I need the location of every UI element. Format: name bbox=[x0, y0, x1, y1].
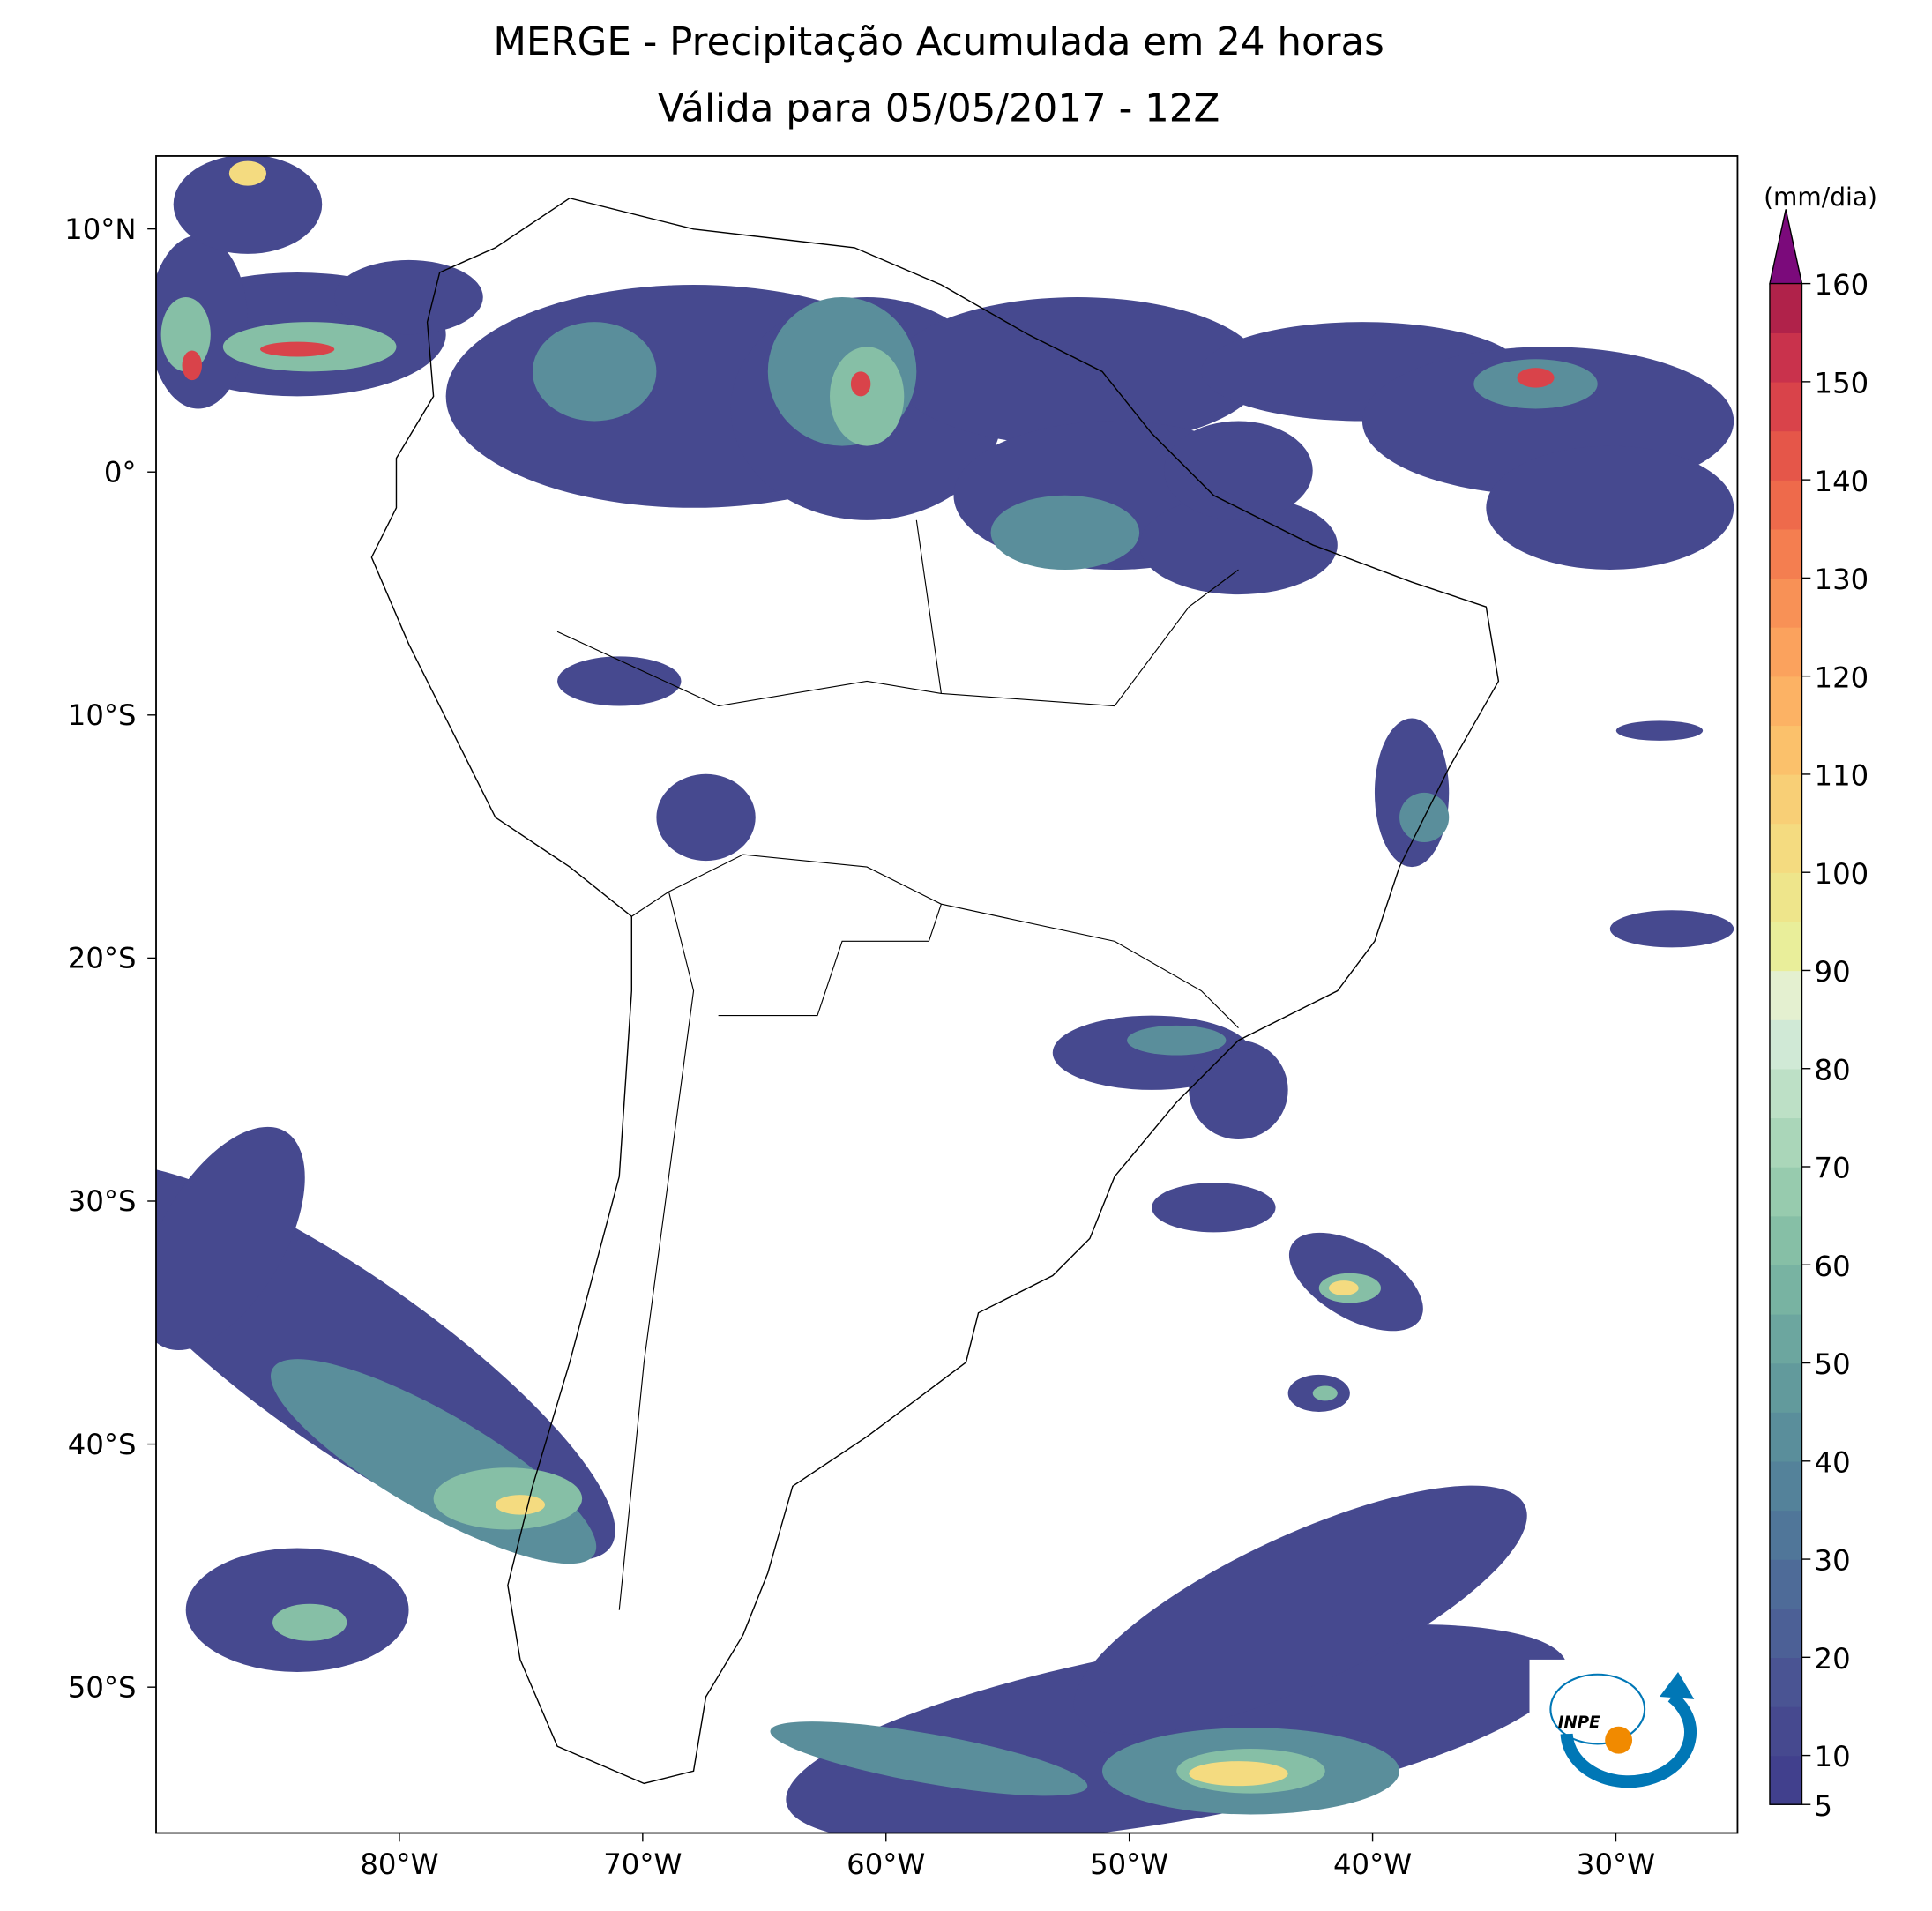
y-tick-label: 10°S bbox=[68, 698, 137, 732]
colorbar-tick-label: 160 bbox=[1815, 268, 1869, 302]
colorbar-label: (mm/dia) bbox=[1764, 183, 1877, 212]
colorbar-segment bbox=[1769, 528, 1802, 579]
colorbar-tick-label: 10 bbox=[1815, 1740, 1851, 1773]
colorbar-segment bbox=[1769, 283, 1802, 333]
colorbar-segment bbox=[1769, 1362, 1802, 1413]
logo: INPE bbox=[1529, 1659, 1722, 1811]
colorbar-segment bbox=[1769, 823, 1802, 873]
map-frame bbox=[155, 155, 1739, 1834]
colorbar-segment bbox=[1769, 1460, 1802, 1512]
x-tick-label: 40°W bbox=[1333, 1848, 1412, 1881]
coastline bbox=[370, 197, 1500, 1785]
colorbar-segment bbox=[1769, 1608, 1802, 1659]
colorbar-tick-label: 80 bbox=[1815, 1053, 1851, 1086]
chart-title: MERGE - Precipitação Acumulada em 24 hor… bbox=[493, 20, 1384, 64]
colorbar-extend bbox=[1769, 209, 1803, 285]
x-tick-label: 80°W bbox=[360, 1848, 438, 1881]
colorbar-segment bbox=[1769, 1019, 1802, 1070]
colorbar-tick-label: 150 bbox=[1815, 367, 1869, 400]
colorbar-segment bbox=[1769, 578, 1802, 628]
colorbar-tick-label: 70 bbox=[1815, 1152, 1851, 1185]
colorbar-tick-label: 60 bbox=[1815, 1250, 1851, 1283]
colorbar-tick-label: 50 bbox=[1815, 1347, 1851, 1381]
colorbar-tick-label: 90 bbox=[1815, 955, 1851, 989]
colorbar-tick-label: 120 bbox=[1815, 661, 1869, 694]
colorbar-tick-label: 20 bbox=[1815, 1642, 1851, 1676]
colorbar-segment bbox=[1769, 1412, 1802, 1462]
colorbar-outline bbox=[1769, 283, 1803, 1805]
colorbar-segment bbox=[1769, 1265, 1802, 1315]
colorbar-tick-label: 5 bbox=[1815, 1789, 1833, 1823]
colorbar-tick-label: 30 bbox=[1815, 1544, 1851, 1578]
precipitation-field bbox=[156, 155, 1734, 1833]
colorbar-segment bbox=[1769, 1755, 1802, 1805]
colorbar-tick-label: 140 bbox=[1815, 465, 1869, 498]
x-tick-label: 60°W bbox=[847, 1848, 925, 1881]
colorbar-segment bbox=[1769, 430, 1802, 481]
colorbar-segment bbox=[1769, 872, 1802, 922]
x-tick-label: 50°W bbox=[1090, 1848, 1168, 1881]
colorbar-segment bbox=[1769, 480, 1802, 530]
colorbar-segment bbox=[1769, 1510, 1802, 1560]
colorbar-segment bbox=[1769, 1559, 1802, 1609]
colorbar-tick-label: 130 bbox=[1815, 563, 1869, 596]
colorbar-segment bbox=[1769, 1068, 1802, 1119]
x-tick-label: 30°W bbox=[1577, 1848, 1655, 1881]
colorbar-segment bbox=[1769, 1706, 1802, 1757]
colorbar-segment bbox=[1769, 921, 1802, 972]
y-tick-label: 20°S bbox=[68, 942, 137, 975]
colorbar-segment bbox=[1769, 725, 1802, 775]
y-tick-label: 0° bbox=[104, 455, 137, 489]
colorbar-segment bbox=[1769, 1166, 1802, 1217]
colorbar-segment bbox=[1769, 1117, 1802, 1168]
colorbar-tick-label: 110 bbox=[1815, 759, 1869, 793]
y-tick-label: 10°N bbox=[64, 213, 136, 246]
colorbar-segment bbox=[1769, 773, 1802, 825]
colorbar-tick-label: 100 bbox=[1815, 857, 1869, 891]
colorbar-segment bbox=[1769, 1313, 1802, 1364]
colorbar-tick-label: 40 bbox=[1815, 1445, 1851, 1479]
colorbar-segment bbox=[1769, 1215, 1802, 1265]
borders bbox=[556, 519, 1239, 1610]
colorbar-segment bbox=[1769, 381, 1802, 432]
x-tick-label: 70°W bbox=[603, 1848, 682, 1881]
y-tick-label: 50°S bbox=[68, 1670, 137, 1704]
logo-text: INPE bbox=[1558, 1713, 1600, 1732]
chart-subtitle: Válida para 05/05/2017 - 12Z bbox=[658, 87, 1220, 131]
colorbar-segment bbox=[1769, 332, 1802, 383]
colorbar-segment bbox=[1769, 970, 1802, 1020]
y-tick-label: 30°S bbox=[68, 1184, 137, 1218]
y-tick-label: 40°S bbox=[68, 1428, 137, 1461]
colorbar-segment bbox=[1769, 627, 1802, 677]
colorbar-segment bbox=[1769, 1657, 1802, 1707]
colorbar-segment bbox=[1769, 676, 1802, 727]
